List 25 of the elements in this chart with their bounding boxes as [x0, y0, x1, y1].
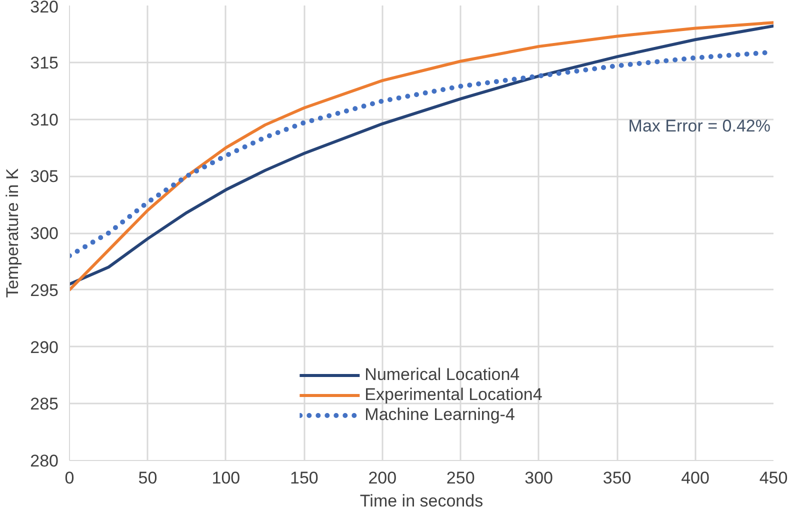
- x-tick-label: 0: [64, 468, 74, 488]
- y-tick-label: 310: [30, 110, 59, 130]
- x-tick-label: 400: [681, 468, 710, 488]
- legend-label: Machine Learning-4: [364, 405, 515, 425]
- x-tick-label: 250: [446, 468, 475, 488]
- y-tick-label: 280: [30, 452, 59, 470]
- legend-label: Experimental Location4: [364, 385, 542, 405]
- x-tick-label: 50: [138, 468, 158, 488]
- legend-label: Numerical Location4: [364, 365, 520, 385]
- x-axis-title: Time in seconds: [360, 492, 484, 510]
- annotation: Max Error = 0.42%: [628, 116, 771, 136]
- y-axis-title: Temperature in K: [3, 168, 22, 298]
- y-tick-label: 305: [30, 167, 59, 186]
- y-tick-label: 315: [30, 53, 59, 72]
- y-tick-label: 320: [30, 0, 59, 16]
- x-tick-label: 350: [602, 468, 632, 488]
- y-tick-label: 300: [30, 224, 59, 243]
- y-tick-label: 285: [30, 394, 59, 414]
- x-tick-label: 100: [212, 468, 240, 488]
- x-tick-label: 300: [524, 468, 554, 488]
- y-tick-label: 290: [30, 338, 59, 357]
- x-tick-label: 150: [290, 468, 318, 488]
- y-tick-label: 295: [30, 280, 59, 300]
- x-tick-label: 450: [759, 468, 788, 488]
- x-tick-label: 200: [368, 468, 397, 488]
